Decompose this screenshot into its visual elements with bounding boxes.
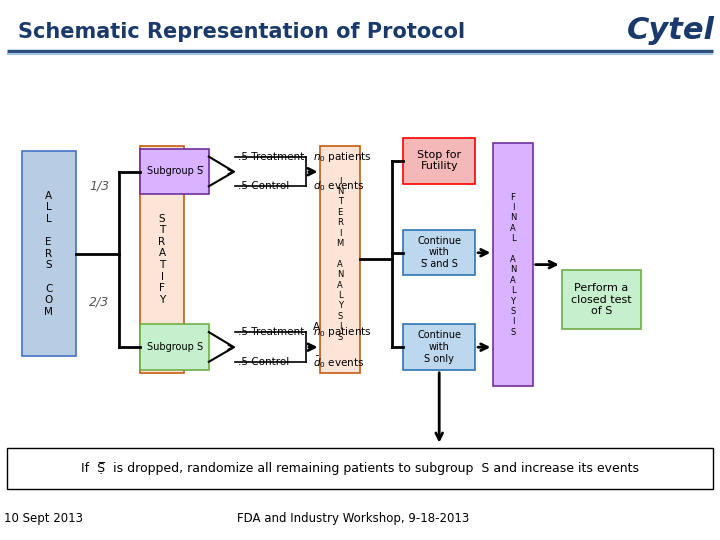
FancyBboxPatch shape — [7, 448, 713, 489]
Text: 10 Sept 2013: 10 Sept 2013 — [4, 512, 83, 525]
Text: $\bar{d}_0$ events: $\bar{d}_0$ events — [313, 354, 364, 370]
FancyBboxPatch shape — [493, 143, 533, 386]
Text: Continue
with
S only: Continue with S only — [417, 330, 462, 363]
Text: .5 Treatment: .5 Treatment — [238, 327, 304, 337]
Text: If  Ṣ̅  is dropped, randomize all remaining patients to subgroup  S and increase: If Ṣ̅ is dropped, randomize all remainin… — [81, 462, 639, 475]
Text: Subgroup S: Subgroup S — [147, 342, 202, 352]
FancyBboxPatch shape — [140, 146, 184, 373]
Text: .5 Treatment: .5 Treatment — [238, 152, 304, 161]
Text: Perform a
closed test
of S: Perform a closed test of S — [571, 283, 631, 316]
Text: I
N
T
E
R
I
M

A
N
A
L
Y
S
I
S: I N T E R I M A N A L Y S I S — [336, 177, 344, 342]
Text: Continue
with
S̅ and S: Continue with S̅ and S — [417, 236, 462, 269]
Text: A
L
L

E
R
S

C
O
M: A L L E R S C O M — [44, 191, 53, 317]
FancyBboxPatch shape — [140, 324, 209, 370]
FancyBboxPatch shape — [320, 146, 360, 373]
Text: $n_0$ patients: $n_0$ patients — [313, 150, 372, 164]
Text: 1/3: 1/3 — [89, 180, 109, 193]
Text: .5 Control: .5 Control — [238, 181, 289, 191]
Text: $d_0$ events: $d_0$ events — [313, 179, 364, 193]
FancyBboxPatch shape — [403, 138, 475, 184]
Text: F
I
N
A
L

A
N
A
L
Y
S
I
S: F I N A L A N A L Y S I S — [510, 192, 516, 337]
FancyBboxPatch shape — [403, 324, 475, 370]
Text: S
T
R
A
T
I
F
Y: S T R A T I F Y — [158, 214, 166, 305]
Text: Cytel: Cytel — [626, 16, 714, 45]
FancyBboxPatch shape — [22, 151, 76, 356]
Text: .5 Control: .5 Control — [238, 357, 289, 367]
Text: FDA and Industry Workshop, 9-18-2013: FDA and Industry Workshop, 9-18-2013 — [237, 512, 469, 525]
Text: Stop for
Futility: Stop for Futility — [417, 150, 462, 172]
Text: Schematic Representation of Protocol: Schematic Representation of Protocol — [18, 22, 465, 42]
Text: $n_0$ patients: $n_0$ patients — [313, 325, 372, 339]
FancyBboxPatch shape — [403, 230, 475, 275]
FancyBboxPatch shape — [562, 270, 641, 329]
Text: Subgroup S̅: Subgroup S̅ — [147, 166, 202, 177]
Text: 2/3: 2/3 — [89, 296, 109, 309]
FancyBboxPatch shape — [140, 148, 209, 194]
Text: A: A — [313, 322, 320, 332]
